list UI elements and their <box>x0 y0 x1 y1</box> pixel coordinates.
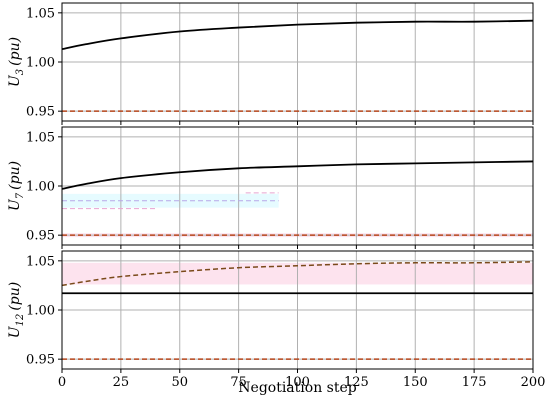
y-tick-label: 0.95 <box>26 105 55 120</box>
y-tick-label: 1.00 <box>26 304 55 319</box>
y-tick-label: 1.05 <box>26 254 55 269</box>
y-tick-label: 1.05 <box>26 6 55 21</box>
series-line-1 <box>61 160 534 190</box>
y-tick-label: 1.05 <box>26 130 55 145</box>
panel-1: 0.95 1.00 1.05 U3(pu) <box>7 2 534 125</box>
x-tick-label: 50 <box>171 375 188 390</box>
y-axis-label: U12(pu) <box>7 282 26 338</box>
y-axis-label: U3(pu) <box>7 37 26 87</box>
y-tick-label: 0.95 <box>26 229 55 244</box>
panel-2: 0.95 1.00 1.05 U7(pu) <box>7 126 534 249</box>
x-tick-label: 125 <box>344 375 369 390</box>
y-tick-label: 0.95 <box>26 353 55 368</box>
x-tick-label: 100 <box>285 375 310 390</box>
x-tick-label: 25 <box>113 375 130 390</box>
y-tick-label: 1.00 <box>26 56 55 71</box>
x-axis-label: Negotiation step <box>238 380 356 396</box>
x-tick-label: 175 <box>462 375 487 390</box>
y-axis-label: U7(pu) <box>7 161 26 211</box>
series-line-1 <box>61 19 534 51</box>
x-tick-label: 200 <box>521 375 546 390</box>
x-tick-label: 150 <box>403 375 428 390</box>
x-tick-label: 0 <box>58 375 66 390</box>
y-tick-label: 1.00 <box>26 180 55 195</box>
x-tick-label: 75 <box>230 375 247 390</box>
panel-3: 0.95 1.00 1.05 0 25 50 75 100 125 150 175 200 U12(pu… <box>7 250 546 396</box>
